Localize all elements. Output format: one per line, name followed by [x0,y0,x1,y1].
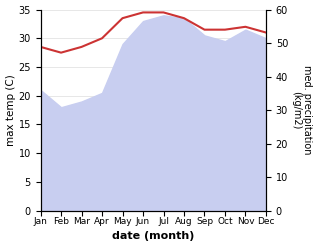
X-axis label: date (month): date (month) [112,231,194,242]
Y-axis label: med. precipitation
(kg/m2): med. precipitation (kg/m2) [291,65,313,155]
Y-axis label: max temp (C): max temp (C) [5,74,16,146]
